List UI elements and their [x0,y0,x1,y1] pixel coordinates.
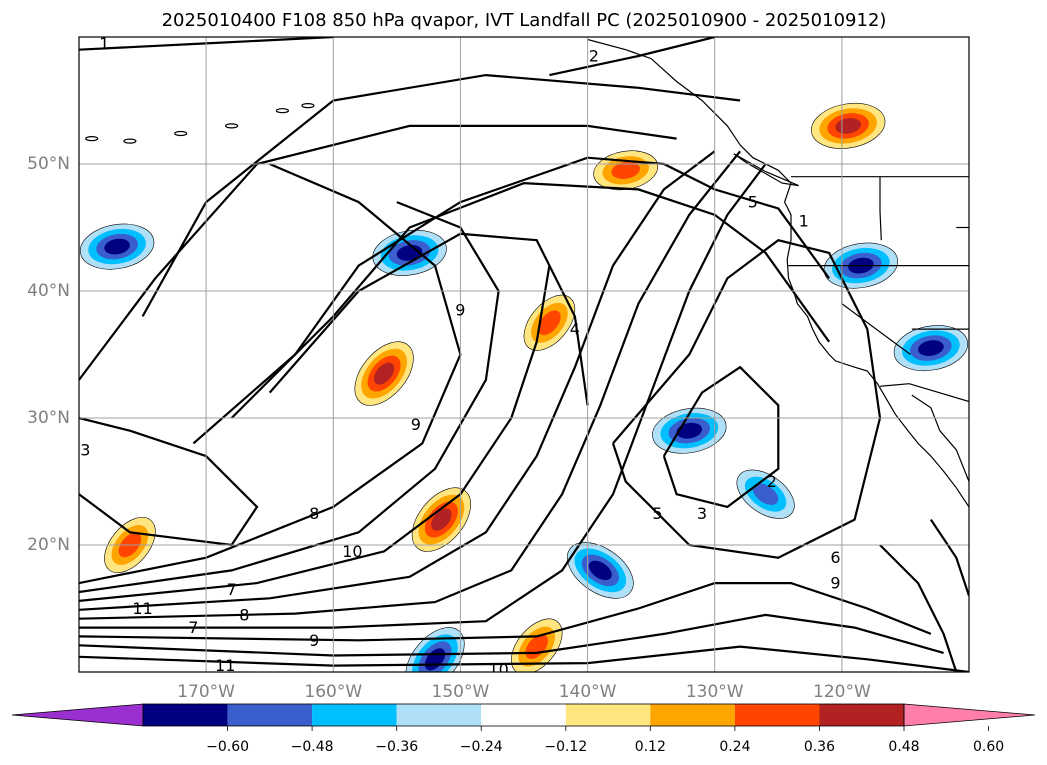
contour-line [79,645,969,672]
aleutian-island [123,138,137,144]
chart-title: 2025010400 F108 850 hPa qvapor, IVT Land… [162,10,887,31]
contour-label: 7 [188,618,198,637]
colorbar-tick-label: −0.60 [206,739,249,755]
contour-line [141,73,741,317]
aleutian-island [301,102,315,109]
longitude-label: 150°W [432,682,490,702]
longitude-label: 120°W [813,682,871,702]
colorbar-frame [142,703,905,727]
gridlines [79,37,969,672]
contour-label: 1 [799,212,809,231]
contour-label: 10 [488,660,508,679]
contour-label: 9 [309,631,319,650]
colorbar-bin [650,704,735,726]
aleutian-island [174,130,188,137]
shaded-region [588,560,612,581]
vancouver-island [733,153,799,187]
coastline [879,383,969,403]
longitude-label: 160°W [304,682,362,702]
contour-label: 5 [652,504,662,523]
contour-label: 8 [239,605,249,624]
longitude-labels: 170°W 160°W 150°W 140°W 130°W 120°W [177,682,871,702]
colorbar-bin [312,704,397,726]
latitude-label: 50°N [27,154,70,174]
contour-label: 5 [748,193,758,212]
colorbar-tick-label: −0.12 [544,739,587,755]
shaded-region [918,340,944,357]
latitude-labels: 20°N 30°N 40°N 50°N [27,154,70,555]
aleutian-island [85,136,99,142]
contour-label: 6 [830,548,840,567]
shaded-field [79,102,969,672]
contour-line [230,181,830,419]
contour-label: 8 [309,504,319,523]
contour-line [549,37,715,77]
contour-line [879,544,958,672]
longitude-label: 130°W [686,682,744,702]
contour-line [929,518,969,597]
map-frame [78,36,970,673]
latitude-label: 30°N [27,408,70,428]
colorbar-tick-label: 0.48 [888,739,919,755]
latitude-label: 40°N [27,281,70,301]
colorbar-bin [481,704,566,726]
colorbar-tick-label: −0.24 [460,739,503,755]
contour-line [268,232,589,406]
aleutian-island [225,123,239,129]
contour-label: 9 [455,301,465,320]
longitude-label: 140°W [559,682,617,702]
colorbar-bin [227,704,313,726]
colorbar-tick-label: −0.48 [291,739,334,755]
shaded-region [611,161,640,179]
contour-label: 7 [227,580,237,599]
contour-line [79,150,716,611]
aleutian-island [275,108,289,114]
contour-label: 10 [342,542,362,561]
contour-label: 4 [570,320,580,339]
contour-line [79,416,259,547]
shaded-region [431,508,452,531]
contour-label: 9 [411,415,421,434]
colorbar-bin [819,704,904,726]
contour-line [79,582,932,642]
colorbar-bin [143,704,228,726]
shaded-region [373,362,395,385]
contour-line [79,150,741,620]
colorbar-tick-label: 0.60 [973,739,1004,755]
coastline [879,176,882,241]
coastline [587,38,969,508]
colorbar-extend-low [11,703,144,727]
colorbar-tick-label: 0.12 [635,739,666,755]
colorbar: −0.60 −0.48 −0.36 −0.24 −0.12 0.12 0.24 0.36 0.4… [11,703,1036,755]
colorbar-tick-label: 0.24 [719,739,750,755]
contour-label: 2 [767,472,777,491]
shaded-region [538,310,561,336]
contour-label: 2 [589,47,599,66]
contour-label: 9 [830,574,840,593]
shaded-region [676,422,703,439]
colorbar-bin [565,704,651,726]
colorbar-tick-label: 0.36 [804,739,835,755]
contour-label: 3 [697,504,707,523]
coastline [911,394,969,482]
latitude-label: 20°N [27,535,70,555]
shaded-region [104,238,130,255]
contour-label: 11 [215,656,235,675]
contour-label: 1 [99,34,109,53]
contour-line [79,162,462,585]
contour-label: 11 [132,599,152,618]
contour-line [662,365,780,509]
longitude-label: 170°W [177,682,235,702]
shaded-region [752,483,779,505]
colorbar-bin [734,704,820,726]
colorbar-tick-label: −0.36 [375,739,418,755]
colorbar-extend-high [903,703,1036,727]
contour-label: 3 [80,440,90,459]
colorbar-bin [396,704,482,726]
